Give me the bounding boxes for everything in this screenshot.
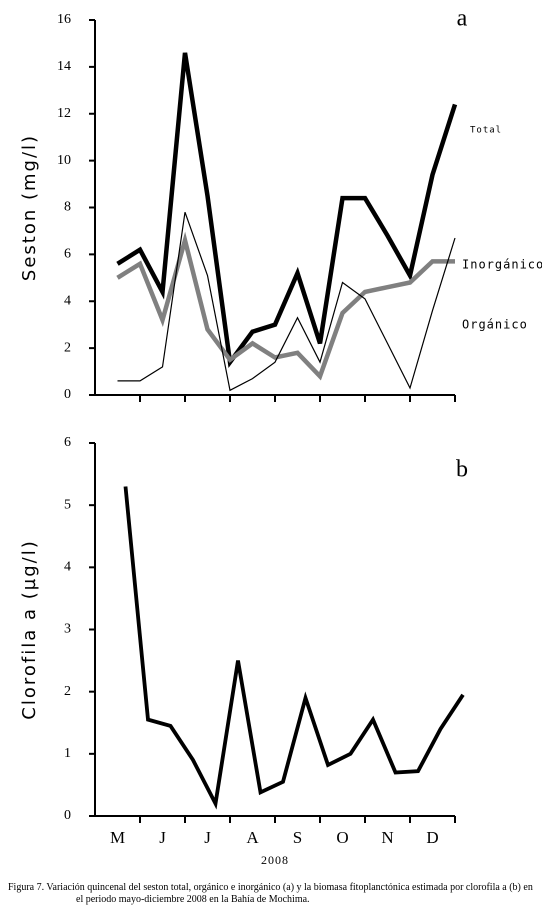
series-line xyxy=(123,486,465,810)
y-tick-label: 1 xyxy=(64,746,71,761)
y-axis-label: Seston (mg/l) xyxy=(19,134,40,281)
y-tick-label: 6 xyxy=(64,247,71,262)
x-tick-label: O xyxy=(336,828,348,847)
x-tick-label: M xyxy=(110,828,125,847)
x-tick-label: J xyxy=(159,828,166,847)
x-axis-label: 2008 xyxy=(261,853,289,867)
x-tick-label: D xyxy=(426,828,438,847)
caption: Figura 7. Variación quincenal del seston… xyxy=(8,882,533,905)
x-tick-label: J xyxy=(204,828,211,847)
y-tick-label: 3 xyxy=(64,622,71,637)
y-tick-label: 2 xyxy=(64,340,71,355)
legend-entry: Total xyxy=(470,126,502,136)
y-tick-label: 16 xyxy=(57,12,71,27)
series-line xyxy=(117,211,456,392)
x-tick-label: A xyxy=(246,828,259,847)
y-tick-label: 12 xyxy=(57,106,71,121)
x-tick-label: N xyxy=(381,828,393,847)
y-tick-label: 4 xyxy=(64,560,71,575)
y-tick-label: 6 xyxy=(64,435,71,450)
legend-entry: Inorgánico xyxy=(462,258,542,272)
y-tick-label: 0 xyxy=(64,808,71,823)
y-tick-label: 5 xyxy=(64,497,71,512)
x-tick-label: S xyxy=(293,828,302,847)
y-tick-label: 10 xyxy=(57,153,71,168)
panel-label: a xyxy=(457,6,468,32)
y-tick-label: 0 xyxy=(64,387,71,402)
series-line xyxy=(116,52,458,369)
y-tick-label: 8 xyxy=(64,200,71,215)
y-tick-label: 14 xyxy=(57,59,71,74)
legend-entry: Orgánico xyxy=(462,318,528,332)
y-tick-label: 2 xyxy=(64,684,71,699)
y-tick-label: 4 xyxy=(64,293,71,308)
panel-label: b xyxy=(456,457,468,483)
y-axis-label: Clorofila a (µg/l) xyxy=(19,539,40,719)
series-line xyxy=(116,231,455,381)
